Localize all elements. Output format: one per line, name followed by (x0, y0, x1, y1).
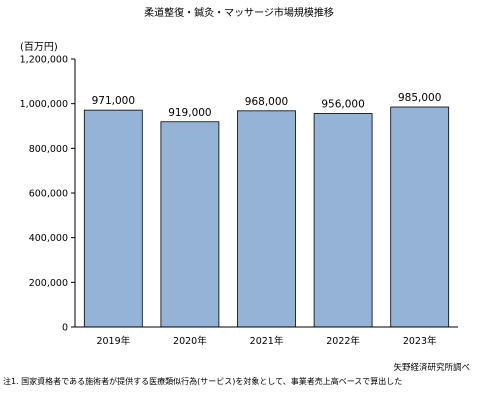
x-tick-label: 2023年 (403, 335, 437, 347)
y-tick-label: 600,000 (29, 189, 68, 200)
y-tick-label: 1,000,000 (20, 99, 68, 110)
x-axis: 2019年 2020年 2021年 2022年 2023年 (96, 335, 437, 347)
x-tick-label: 2019年 (96, 335, 130, 347)
data-label: 956,000 (321, 98, 364, 110)
x-tick-label: 2022年 (326, 335, 360, 347)
y-tick-label: 800,000 (29, 144, 68, 155)
data-label: 968,000 (245, 96, 288, 108)
chart-title: 柔道整復・鍼灸・マッサージ市場規模推移 (144, 6, 334, 19)
y-axis-unit-label: (百万円) (20, 41, 58, 53)
bar (83, 109, 143, 328)
data-label: 919,000 (168, 107, 211, 119)
bar-series (83, 106, 450, 328)
bar (237, 110, 296, 328)
source-note: 矢野経済研究所調べ (393, 362, 470, 373)
y-tick-label: 1,200,000 (20, 55, 68, 66)
y-tick-label: 400,000 (29, 233, 68, 244)
y-tick-label: 0 (62, 323, 68, 334)
footnote: 注1. 国家資格者である施術者が提供する医療類似行為(サービス)を対象として、事… (3, 376, 402, 386)
data-label: 971,000 (92, 95, 135, 107)
bar (390, 106, 450, 328)
data-label: 985,000 (398, 92, 441, 104)
bar (313, 113, 373, 328)
x-tick-label: 2021年 (250, 335, 284, 347)
x-tick-label: 2020年 (173, 335, 207, 347)
data-labels: 971,000 919,000 968,000 956,000 985,000 (92, 92, 442, 119)
bar (160, 121, 220, 328)
y-tick-label: 200,000 (29, 278, 68, 289)
y-axis: 0 200,000 400,000 600,000 800,000 1,000,000 1,… (20, 55, 75, 334)
